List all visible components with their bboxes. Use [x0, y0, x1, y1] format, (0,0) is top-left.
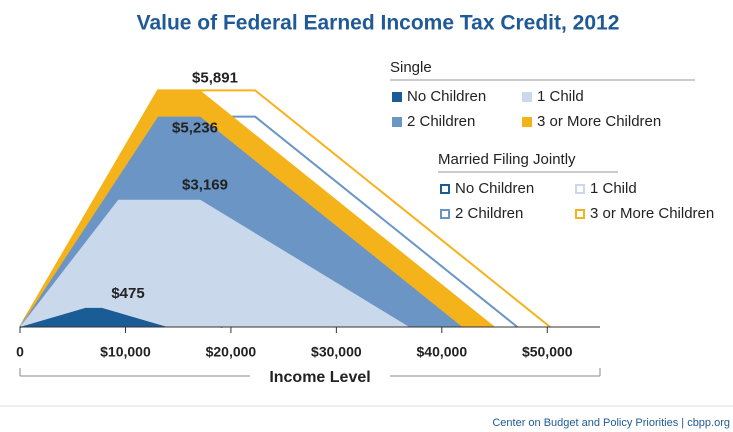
legend-swatch — [440, 209, 450, 219]
legend-swatch — [440, 184, 450, 194]
legend-label: 1 Child — [537, 88, 584, 105]
legend-label: 3 or More Children — [537, 113, 661, 130]
x-tick-label: 0 — [16, 344, 24, 360]
legend-swatch — [392, 117, 402, 127]
plot-area: 0 $10,000 $20,000 $30,000 $40,000 $50,000 $5,8… — [16, 69, 600, 360]
legend-label: 3 or More Children — [590, 205, 714, 222]
x-tick-label: $20,000 — [206, 344, 257, 360]
legend-swatch — [575, 209, 585, 219]
legend-swatch — [575, 184, 585, 194]
legend: Married Filing Jointly No Children 1 Child… — [390, 59, 714, 222]
x-axis-title: Income Level — [269, 369, 370, 386]
value-label: $5,236 — [172, 120, 218, 137]
chart-title: Value of Federal Earned Income Tax Credi… — [137, 12, 620, 35]
area — [20, 199, 410, 327]
x-tick-label: $40,000 — [417, 344, 468, 360]
value-label: $5,891 — [192, 69, 238, 86]
value-label: $475 — [111, 285, 144, 302]
source: Center on Budget and Policy Priorities |… — [492, 417, 730, 429]
value-label: $3,169 — [182, 177, 228, 194]
x-tick-label: $10,000 — [100, 344, 151, 360]
x-tick-label: $30,000 — [311, 344, 362, 360]
legend-label: No Children — [455, 180, 534, 197]
legend-label: 2 Children — [407, 113, 475, 130]
legend-label: No Children — [407, 88, 486, 105]
legend-swatch — [522, 92, 532, 102]
legend-label: 2 Children — [455, 205, 523, 222]
legend-title: Single — [390, 59, 432, 76]
legend-title: Married Filing Jointly — [438, 151, 576, 168]
x-tick-label: $50,000 — [522, 344, 573, 360]
legend-swatch — [522, 117, 532, 127]
area — [20, 307, 168, 327]
legend-swatch — [392, 92, 402, 102]
legend-label: 1 Child — [590, 180, 637, 197]
